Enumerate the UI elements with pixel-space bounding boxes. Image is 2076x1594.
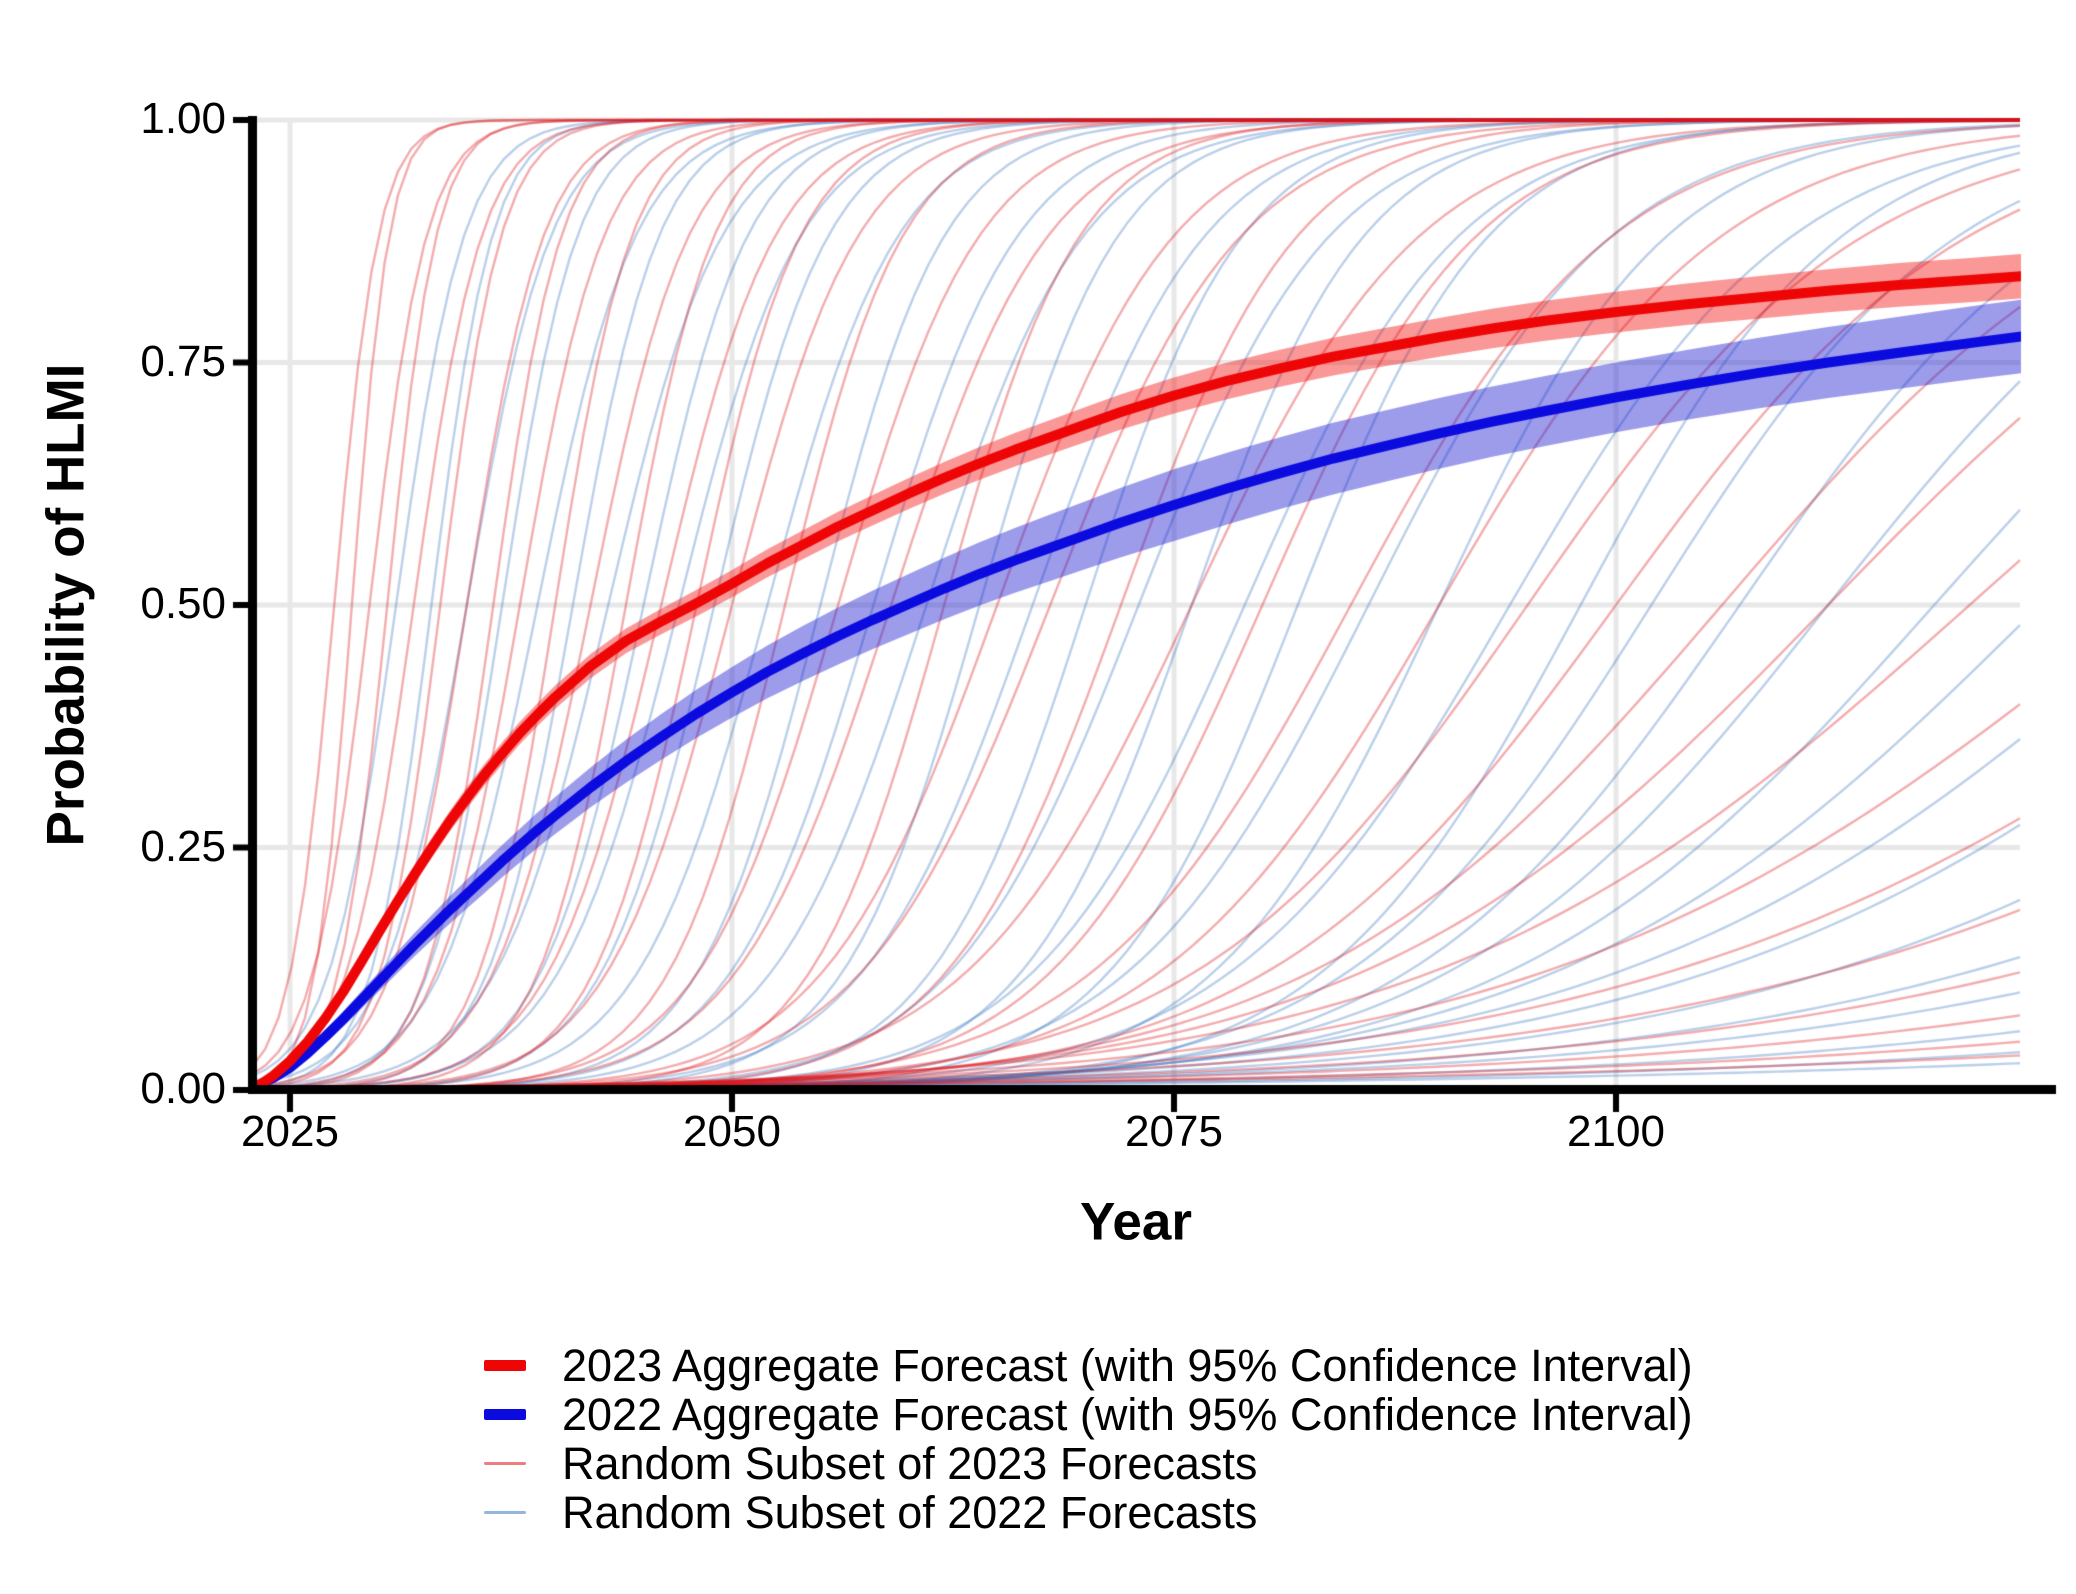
x-tick-label: 2025 (241, 1107, 339, 1156)
x-tick-label: 2075 (1125, 1107, 1223, 1156)
y-tick-label: 1.00 (140, 93, 226, 143)
x-tick-label: 2100 (1567, 1107, 1665, 1156)
y-tick-label: 0.50 (140, 578, 226, 628)
y-tick-label: 0.75 (140, 336, 226, 386)
y-tick-label: 0.25 (140, 821, 226, 871)
x-tick-label: 2050 (683, 1107, 781, 1156)
y-tick-label: 0.00 (140, 1063, 226, 1113)
x-axis-title: Year (1079, 1192, 1193, 1252)
